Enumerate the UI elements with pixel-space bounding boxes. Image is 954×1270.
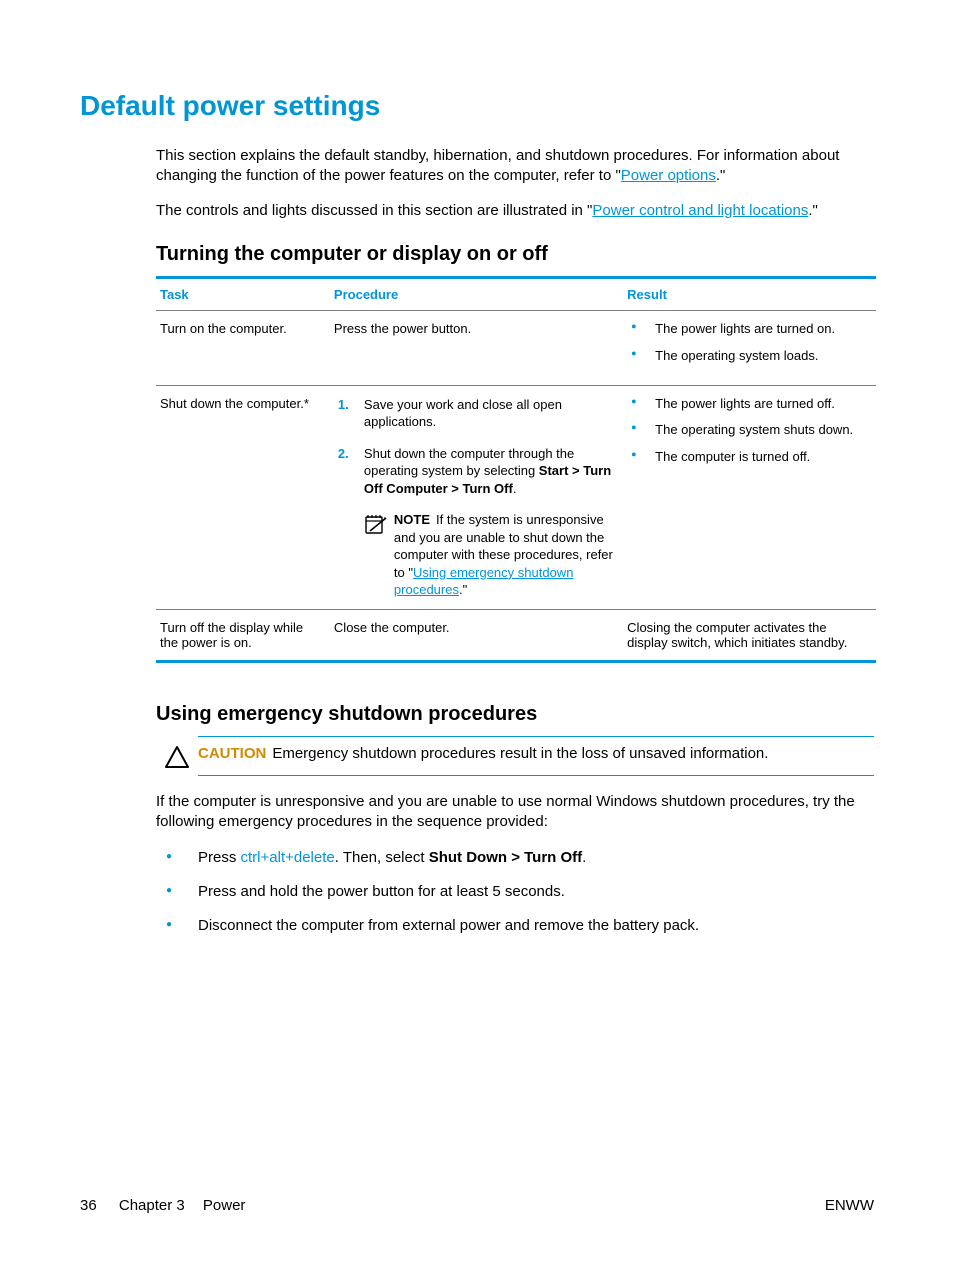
intro-paragraph-1: This section explains the default standb…: [156, 146, 874, 187]
note-icon: [364, 511, 394, 599]
table-header-result: Result: [623, 277, 876, 310]
intro-paragraph-2: The controls and lights discussed in thi…: [156, 201, 874, 221]
task-cell: Turn off the display while the power is …: [156, 610, 330, 662]
emergency-item: Disconnect the computer from external po…: [156, 916, 874, 936]
table-row: Shut down the computer.* Save your work …: [156, 385, 876, 609]
caution-icon: [156, 743, 198, 769]
intro-block: This section explains the default standb…: [156, 146, 874, 221]
task-cell: Turn on the computer.: [156, 310, 330, 385]
power-options-link[interactable]: Power options: [621, 167, 716, 184]
caution-label: CAUTION: [198, 745, 266, 762]
page-number: 36: [80, 1197, 97, 1214]
emergency-intro-text: If the computer is unresponsive and you …: [156, 792, 874, 833]
result-item: The power lights are turned off.: [627, 396, 870, 413]
table-row: Turn on the computer. Press the power bu…: [156, 310, 876, 385]
step-item: Shut down the computer through the opera…: [334, 445, 617, 498]
step-item: Save your work and close all open applic…: [334, 396, 617, 431]
result-cell: Closing the computer activates the displ…: [623, 610, 876, 662]
result-item: The power lights are turned on.: [627, 321, 870, 338]
emergency-list: Press ctrl+alt+delete. Then, select Shut…: [156, 848, 874, 937]
power-table: Task Procedure Result Turn on the comput…: [156, 276, 876, 663]
procedure-cell: Press the power button.: [330, 310, 623, 385]
result-item: The computer is turned off.: [627, 449, 870, 466]
table-row: Turn off the display while the power is …: [156, 610, 876, 662]
procedure-cell: Close the computer.: [330, 610, 623, 662]
table-header-task: Task: [156, 277, 330, 310]
result-cell: The power lights are turned on. The oper…: [623, 310, 876, 385]
emergency-item: Press and hold the power button for at l…: [156, 882, 874, 902]
emergency-shutdown-link[interactable]: Using emergency shutdown procedures: [394, 565, 574, 598]
emergency-item: Press ctrl+alt+delete. Then, select Shut…: [156, 848, 874, 868]
chapter-title: Power: [203, 1197, 246, 1214]
task-cell: Shut down the computer.*: [156, 385, 330, 609]
footer-right: ENWW: [825, 1197, 874, 1214]
page-title: Default power settings: [80, 90, 874, 122]
result-cell: The power lights are turned off. The ope…: [623, 385, 876, 609]
power-control-locations-link[interactable]: Power control and light locations: [592, 202, 808, 219]
result-item: The operating system shuts down.: [627, 422, 870, 439]
procedure-cell: Save your work and close all open applic…: [330, 385, 623, 609]
note-label: NOTE: [394, 512, 430, 527]
section-emergency-title: Using emergency shutdown procedures: [156, 703, 874, 726]
result-item: The operating system loads.: [627, 348, 870, 365]
keycap: ctrl+alt+delete: [241, 849, 335, 866]
section-turning-on-off-title: Turning the computer or display on or of…: [156, 243, 874, 266]
page-footer: 36 Chapter 3 Power ENWW: [80, 1197, 874, 1214]
caution-text: Emergency shutdown procedures result in …: [272, 745, 768, 762]
chapter-label: Chapter 3: [119, 1197, 185, 1214]
caution-block: CAUTION Emergency shutdown procedures res…: [156, 736, 874, 776]
table-header-procedure: Procedure: [330, 277, 623, 310]
note-box: NOTEIf the system is unresponsive and yo…: [334, 511, 617, 599]
caution-bottom-rule: [198, 775, 874, 776]
